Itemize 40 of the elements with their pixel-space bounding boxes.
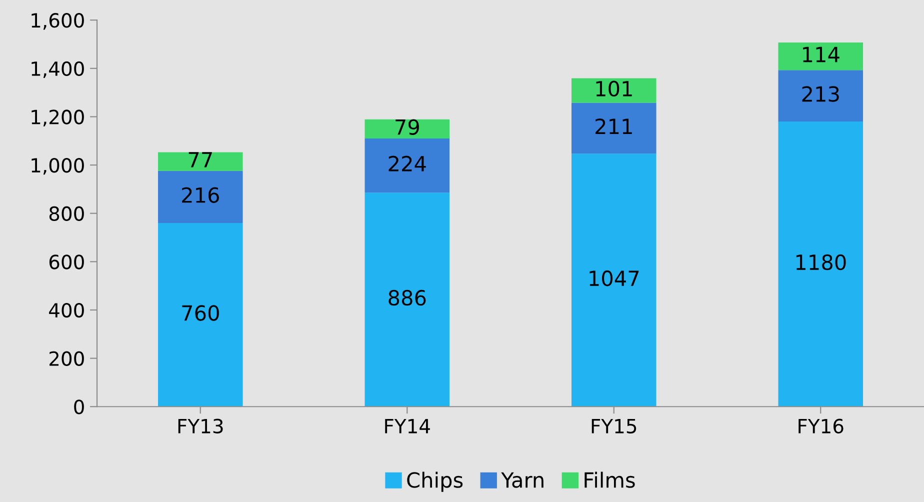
data-label: 1047: [590, 270, 639, 286]
data-label: 79: [396, 119, 419, 135]
data-label: 224: [388, 156, 426, 172]
y-tick-label: 1,200: [32, 110, 84, 126]
bar: [158, 152, 243, 171]
y-tick-label: 1,600: [32, 13, 84, 30]
bar: [778, 122, 864, 407]
y-tick-label: 0: [74, 400, 84, 414]
data-label: 211: [596, 118, 632, 134]
data-label: 1180: [796, 254, 846, 270]
data-label: 760: [182, 305, 219, 321]
y-tick-label: 1,000: [32, 158, 84, 175]
y-tick-label: 200: [50, 351, 84, 366]
bar: [778, 42, 864, 70]
x-tick-label: FY15: [592, 419, 636, 434]
x-tick-label: FY13: [178, 418, 223, 434]
bar: [572, 78, 656, 103]
y-tick-label: 800: [49, 206, 84, 222]
y-tick-label: 600: [49, 254, 84, 270]
bar: [778, 70, 864, 122]
bar: [572, 102, 656, 154]
bar: [364, 119, 450, 138]
data-label: 213: [802, 86, 839, 102]
bar: [572, 154, 656, 407]
legend-label: Films: [584, 472, 635, 488]
y-tick-label: 1,400: [32, 61, 84, 78]
x-tick-label: FY14: [385, 419, 430, 434]
data-label: 101: [596, 80, 632, 97]
legend-label: Chips: [407, 472, 463, 492]
bar: [364, 138, 450, 193]
data-label: 77: [188, 152, 212, 168]
x-tick-label: FY16: [798, 418, 844, 434]
bar: [364, 192, 450, 407]
legend-label: Yarn: [501, 472, 544, 488]
data-label: 216: [182, 187, 219, 203]
data-label: 114: [803, 46, 840, 62]
bar: [158, 170, 243, 224]
bar: [158, 223, 243, 407]
data-label: 886: [388, 290, 426, 306]
y-tick-label: 400: [49, 302, 84, 318]
